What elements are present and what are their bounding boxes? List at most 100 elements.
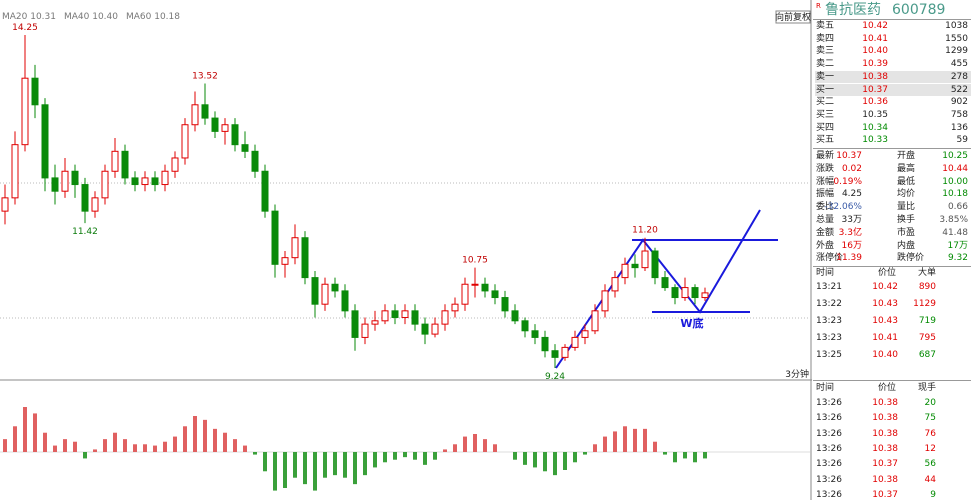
candle-body — [221, 124, 229, 132]
tick-price: 10.43 — [872, 316, 898, 326]
separator — [813, 148, 971, 149]
candle-body — [181, 124, 189, 159]
book-price: 10.40 — [862, 46, 888, 57]
macd-bar — [233, 439, 237, 452]
tick-price: 10.43 — [872, 299, 898, 309]
trade-time: 13:26 — [816, 428, 842, 439]
book-volume: 1299 — [945, 46, 968, 57]
macd-bar — [643, 428, 647, 452]
tick-time: 13:25 — [816, 350, 842, 360]
stat-label: 涨跌 — [816, 163, 835, 174]
candle-body — [161, 170, 169, 186]
stat-value: 4.25 — [841, 189, 862, 200]
candle-body — [61, 170, 69, 192]
macd-bar — [453, 444, 457, 452]
book-label: 卖四 — [816, 33, 835, 44]
candle-body — [681, 287, 689, 299]
macd-bar — [513, 452, 517, 460]
separator — [813, 266, 971, 267]
macd-bar — [353, 452, 357, 485]
candle-body — [331, 283, 339, 292]
candle-body — [641, 250, 649, 269]
macd-bar — [613, 431, 617, 452]
stat-value: 10.00 — [942, 176, 968, 187]
candle-body — [411, 310, 419, 325]
macd-bar — [293, 452, 297, 478]
candle-body — [241, 144, 249, 152]
book-volume: 758 — [950, 109, 968, 120]
highlight-row — [815, 84, 971, 96]
stock-name: 鲁抗医药 — [825, 2, 881, 18]
w-pattern — [555, 209, 778, 369]
macd-bar — [393, 452, 397, 460]
candle-body — [341, 290, 349, 312]
macd-bar — [43, 432, 47, 452]
candle-body — [531, 330, 539, 338]
price-annotation: 9.24 — [545, 372, 565, 382]
macd-bar — [333, 452, 337, 476]
macd-bar — [63, 439, 67, 452]
stat-value: 11.39 — [836, 253, 862, 264]
candle-body — [131, 177, 139, 186]
ma-labels: MA20 10.31 MA40 10.40 MA60 10.18 — [2, 12, 180, 22]
w-pattern-line — [555, 209, 761, 369]
macd-bar — [203, 419, 207, 452]
stat-value: 41.48 — [942, 227, 968, 238]
book-volume: 902 — [950, 97, 968, 108]
candle-body — [581, 330, 589, 338]
trade-volume: 56 — [924, 459, 936, 470]
adjust-box[interactable] — [775, 10, 811, 24]
macd-bar — [73, 441, 77, 452]
trade-time: 13:26 — [816, 489, 842, 500]
trade-price: 10.38 — [872, 398, 898, 408]
macd-bar — [413, 452, 417, 460]
book-label: 买四 — [816, 122, 835, 133]
candle-body — [461, 283, 469, 305]
candle-body — [661, 277, 669, 289]
macd-bar — [263, 452, 267, 472]
macd-bar — [603, 436, 607, 452]
candle-body — [101, 170, 109, 199]
stat-value: 0.66 — [947, 202, 968, 213]
adjust-label[interactable]: 向前复权 — [775, 11, 811, 23]
candle-body — [11, 144, 19, 199]
macd-bar — [163, 441, 167, 452]
trade-volume: 44 — [924, 474, 936, 485]
candle-body — [281, 257, 289, 265]
macd-bar — [653, 441, 657, 452]
macd-bar — [633, 428, 637, 452]
tick-volume: 719 — [918, 316, 936, 326]
candle-body — [651, 250, 659, 279]
candle-body — [211, 117, 219, 132]
macd-bar — [323, 452, 327, 478]
candle-body — [571, 336, 579, 348]
stat-label: 换手 — [897, 215, 916, 225]
book-volume: 522 — [950, 84, 968, 95]
candle-body — [81, 184, 89, 212]
price-annotation: 11.42 — [72, 227, 98, 237]
tick-volume: 795 — [918, 333, 936, 343]
stock-code: 600789 — [892, 2, 946, 18]
column-header: 时间 — [816, 383, 835, 393]
candle-body — [521, 320, 529, 332]
candle-body — [291, 237, 299, 259]
macd-bar — [93, 449, 97, 452]
price-annotation: 11.20 — [632, 226, 658, 236]
macd-bar — [153, 445, 157, 452]
candle-body — [691, 287, 699, 299]
macd-bar — [283, 452, 287, 488]
candle-body — [231, 124, 239, 146]
candle-body — [481, 283, 489, 292]
book-label: 卖二 — [816, 59, 835, 70]
tick-price: 10.40 — [872, 350, 898, 360]
macd-bar — [623, 426, 627, 452]
stat-label: 涨幅 — [816, 176, 835, 187]
candle-body — [431, 323, 439, 335]
macd-bar — [403, 452, 407, 458]
separator — [813, 19, 971, 20]
macd-bar — [133, 444, 137, 452]
ma-label: MA40 10.40 — [64, 12, 118, 22]
stat-value: 33万 — [841, 215, 862, 225]
stat-label: 最高 — [897, 163, 916, 174]
candle-body — [51, 177, 59, 192]
